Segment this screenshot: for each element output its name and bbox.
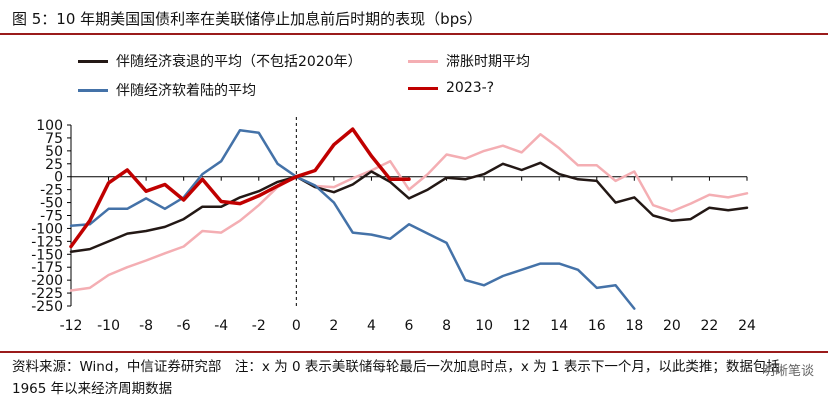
legend-swatch-recession [78,59,108,63]
y-tick-label: -250 [31,299,63,315]
x-tick-label: 22 [701,318,719,334]
y-tick-label: -125 [31,234,63,250]
x-tick-label: -6 [177,318,191,334]
source-note: 资料来源：Wind，中信证券研究部 注：x 为 0 表示美联储每轮最后一次加息时… [12,359,780,397]
series-line-soft-landing [69,128,636,310]
x-tick-label: 24 [738,318,756,334]
legend-item-recession: 伴随经济衰退的平均（不包括2020年） [78,51,362,71]
x-tick-label: 14 [550,318,568,334]
x-tick-label: 16 [588,318,606,334]
legend-swatch-soft-landing [78,88,108,92]
title-rule [0,33,828,35]
x-tick-label: -4 [214,318,228,334]
y-tick-label: -50 [40,196,63,212]
legend-label-recession: 伴随经济衰退的平均（不包括2020年） [116,54,362,70]
y-tick-label: 50 [45,144,63,160]
x-tick-label: 2 [329,318,338,334]
x-tick-label: 4 [367,318,376,334]
y-tick-label: -25 [40,183,63,199]
legend-item-stagflation: 滞胀时期平均 [408,51,530,71]
y-tick-label: -225 [31,286,63,302]
y-tick-label: 0 [54,170,63,186]
y-tick-label: 25 [45,157,63,173]
chart-legend: 伴随经济衰退的平均（不包括2020年） 滞胀时期平均 伴随经济软着陆的平均 20… [0,0,828,110]
legend-label-stagflation: 滞胀时期平均 [446,54,530,70]
legend-label-2023: 2023-? [446,80,495,96]
series-line-stagflation [69,133,749,292]
series-line-recession [69,161,749,253]
x-tick-label: 6 [405,318,414,334]
note-rule [0,351,828,353]
x-tick-label: 12 [513,318,531,334]
y-tick-label: 75 [45,131,63,147]
watermark: 明晰笔谈 [761,364,814,379]
y-tick-label: -175 [31,260,63,276]
legend-label-soft-landing: 伴随经济软着陆的平均 [116,83,256,99]
x-tick-label: -10 [97,318,120,334]
x-tick-label: -2 [252,318,266,334]
line-chart: 1007550250-25-50-75-100-125-150-175-200-… [31,117,756,334]
x-tick-label: -12 [60,318,83,334]
x-tick-label: 10 [475,318,493,334]
series-line-2023 [69,127,411,249]
x-tick-label: -8 [139,318,153,334]
figure-title: 图 5：10 年期美国国债利率在美联储停止加息前后时期的表现（bps） [12,10,483,28]
x-tick-label: 8 [442,318,451,334]
y-tick-label: -150 [31,247,63,263]
y-tick-label: -75 [40,209,63,225]
legend-swatch-2023 [408,86,438,90]
y-tick-label: 100 [36,118,63,134]
x-tick-label: 18 [625,318,643,334]
legend-item-2023: 2023-? [408,80,494,96]
legend-swatch-stagflation [408,59,438,63]
y-tick-label: -100 [31,221,63,237]
legend-item-soft-landing: 伴随经济软着陆的平均 [78,80,256,100]
x-tick-label: 20 [663,318,681,334]
x-tick-label: 0 [292,318,301,334]
y-tick-label: -200 [31,273,63,289]
